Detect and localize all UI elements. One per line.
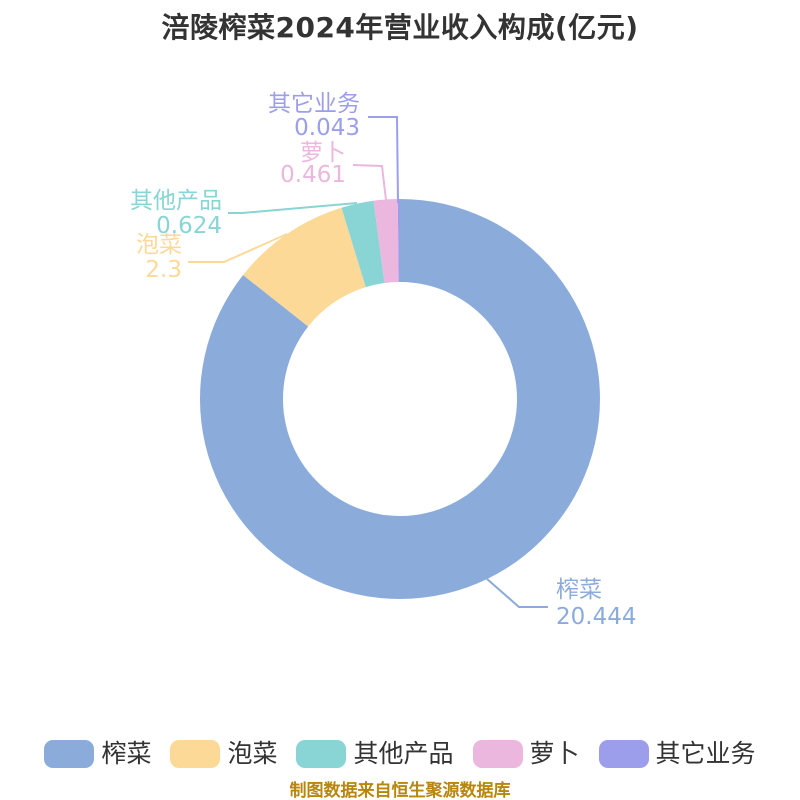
legend-item-4[interactable]: 其它业务 — [598, 739, 756, 768]
legend-item-2[interactable]: 其他产品 — [296, 739, 454, 768]
data-source-note: 制图数据来自恒生聚源数据库 — [289, 781, 511, 800]
legend-swatch-icon — [472, 740, 523, 768]
pie-slice-1[interactable] — [243, 207, 366, 327]
slice-value-label-4: 0.043 — [294, 115, 360, 141]
legend: 榨菜 泡菜 其他产品 萝卜 其它业务 — [0, 740, 800, 768]
slice-name-label-1: 泡菜 — [136, 232, 182, 258]
legend-label-3: 萝卜 — [529, 739, 580, 768]
legend-swatch-icon — [44, 740, 95, 768]
legend-item-1[interactable]: 泡菜 — [170, 740, 277, 768]
legend-label-0: 榨菜 — [101, 739, 152, 768]
label-line-1 — [188, 233, 288, 263]
chart-title: 涪陵榨菜2024年营业收入构成(亿元) — [161, 11, 639, 44]
slice-value-label-3: 0.461 — [280, 162, 346, 188]
slice-value-label-1: 2.3 — [145, 257, 182, 283]
label-line-2 — [228, 202, 358, 214]
legend-swatch-icon — [598, 740, 649, 768]
legend-label-4: 其它业务 — [655, 739, 756, 768]
slice-value-label-2: 0.624 — [156, 213, 222, 239]
legend-swatch-icon — [296, 740, 347, 768]
pie-slice-4[interactable] — [397, 198, 400, 283]
slice-name-label-2: 其他产品 — [130, 188, 222, 214]
pie-slice-0[interactable] — [199, 199, 600, 600]
slice-name-label-4: 其它业务 — [268, 91, 360, 117]
label-line-0 — [486, 578, 548, 608]
slice-name-label-0: 榨菜 — [556, 577, 602, 603]
pie-slice-2[interactable] — [341, 200, 385, 288]
legend-label-2: 其他产品 — [353, 739, 454, 768]
legend-label-1: 泡菜 — [227, 739, 278, 768]
slice-name-label-3: 萝卜 — [300, 140, 346, 166]
legend-swatch-icon — [170, 740, 221, 768]
label-line-3 — [352, 164, 387, 201]
pie-slice-3[interactable] — [373, 199, 399, 284]
legend-item-0[interactable]: 榨菜 — [44, 740, 151, 768]
slice-value-label-0: 20.444 — [556, 604, 636, 630]
label-line-4 — [368, 116, 399, 204]
legend-item-3[interactable]: 萝卜 — [472, 739, 580, 768]
